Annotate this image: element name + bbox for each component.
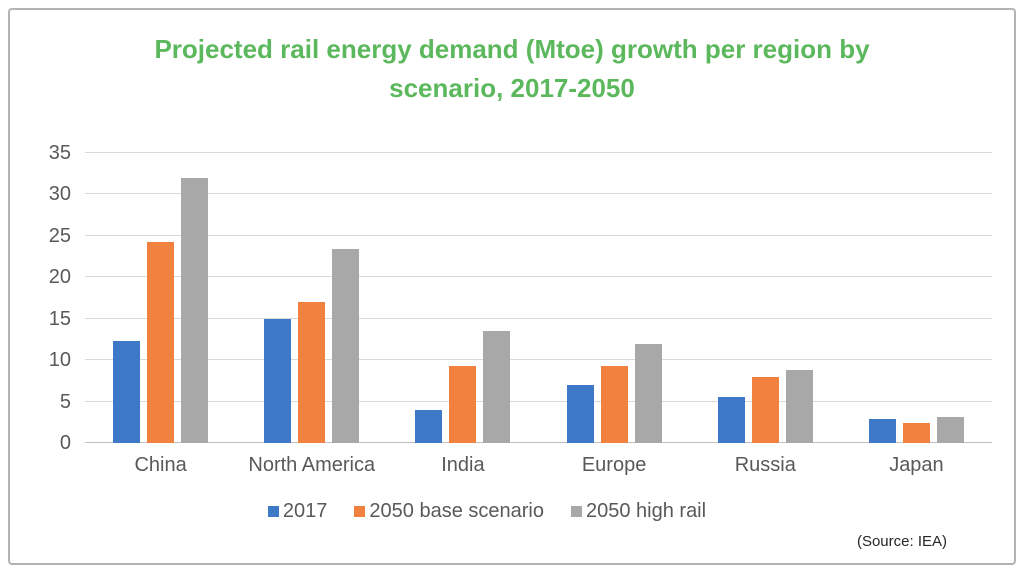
bar-china-2050-base-scenario [147,241,175,443]
bar-group-north-america [236,153,387,443]
y-tick-label-20: 20 [48,266,71,289]
bar-group-russia [690,153,841,443]
legend-label: 2050 high rail [585,500,707,522]
bar-russia-2050-high-rail [785,370,813,443]
bar-groups [85,153,992,443]
source-note: (Source: IEA) [856,533,947,550]
bar-russia-2050-base-scenario [751,376,779,443]
gridline-y-35 [85,152,992,153]
bar-north-america-2050-high-rail [332,249,360,443]
bar-group-europe [539,153,690,443]
y-tick-label-35: 35 [48,142,71,164]
x-axis-labels: China North America India Europe Russia Japan [85,453,992,477]
legend-swatch-icon [354,505,366,517]
x-axis-label-europe: Europe [581,454,647,476]
y-tick-label-25: 25 [48,224,71,247]
gridline-y-10 [85,359,992,361]
bar-japan-2017 [868,418,896,443]
y-tick-label-15: 15 [48,307,71,330]
y-tick-label-10: 10 [48,349,71,372]
x-axis-label-china: China [134,454,187,476]
legend-item-2050-base-scenario: 2050 base scenario [354,499,544,523]
bar-china-2050-high-rail [181,177,209,443]
bar-china-2017 [113,341,141,443]
y-tick-label-0: 0 [59,432,71,454]
gridline-y-5 [85,400,992,402]
legend-swatch-icon [267,505,279,517]
y-tick-label-5: 5 [59,390,71,413]
chart-title: Projected rail energy demand (Mtoe) grow… [10,10,1014,108]
gridline-y-30 [85,193,992,195]
gridline-y-20 [85,276,992,278]
bar-india-2050-base-scenario [449,365,477,443]
legend-label: 2050 base scenario [369,500,544,522]
bar-europe-2050-base-scenario [600,365,628,443]
gridline-y-15 [85,317,992,319]
bar-group-japan [841,153,992,443]
legend-label: 2017 [282,500,328,522]
chart-title-line2: scenario, 2017-2050 [389,73,635,103]
bar-japan-2050-base-scenario [902,423,930,443]
bar-north-america-2017 [264,318,292,443]
bar-india-2050-high-rail [483,331,511,443]
bar-north-america-2050-base-scenario [298,302,326,443]
legend-swatch-icon [570,505,582,517]
bar-russia-2017 [717,396,745,443]
y-tick-label-30: 30 [48,183,71,206]
gridline-y-25 [85,234,992,236]
gridline-y-0 [85,442,992,443]
bar-japan-2050-high-rail [936,417,964,443]
x-axis-label-russia: Russia [734,454,796,476]
x-axis-label-india: India [441,454,485,476]
bar-india-2017 [415,409,443,443]
bar-europe-2017 [566,385,594,443]
x-axis-label-japan: Japan [889,454,944,476]
bar-group-china [85,153,236,443]
legend: 2017 2050 base scenario 2050 high rail [10,499,989,523]
chart-title-line1: Projected rail energy demand (Mtoe) grow… [154,34,870,64]
x-axis-label-north-america: North America [248,454,376,476]
bar-europe-2050-high-rail [634,344,662,443]
chart-frame: Projected rail energy demand (Mtoe) grow… [8,8,1016,565]
bar-group-india [387,153,538,443]
plot-area: 0 5 10 15 20 25 30 35 [49,143,992,453]
legend-item-2017: 2017 [267,499,328,523]
legend-item-2050-high-rail: 2050 high rail [570,499,707,523]
